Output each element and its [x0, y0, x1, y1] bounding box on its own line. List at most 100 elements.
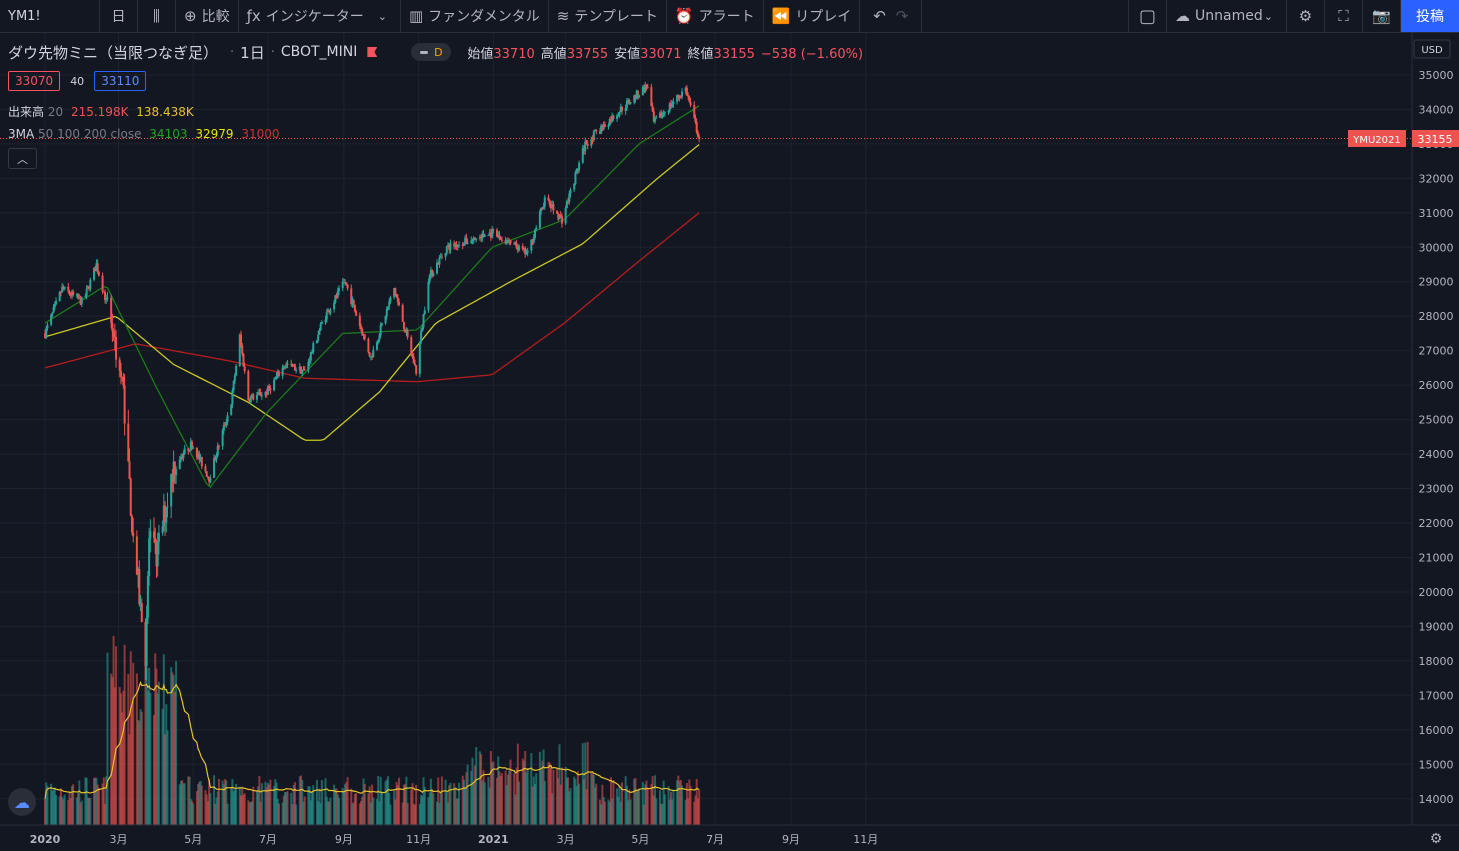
volume-bar [63, 794, 66, 825]
candle-body [93, 268, 95, 280]
candle-body [465, 237, 468, 244]
candle-body [291, 363, 294, 366]
price-tick: 25000 [1419, 414, 1454, 427]
candles-icon: ⫼ [153, 7, 160, 25]
candle-body [311, 352, 314, 354]
candle-body [590, 139, 593, 146]
mode-label: D [434, 45, 443, 59]
volume-bar [361, 796, 364, 825]
volume-bar [231, 779, 234, 825]
fundamentals-button[interactable]: ▥ ファンダメンタル [401, 0, 549, 32]
volume-bar [522, 760, 525, 825]
price-tick: 17000 [1419, 689, 1454, 702]
data-mode-pill[interactable]: D [411, 43, 452, 61]
volume-bar [46, 785, 49, 825]
candle-body [655, 117, 658, 119]
tradingview-logo-icon[interactable]: ☁ [8, 788, 36, 816]
volume-ma-path [44, 680, 700, 799]
candle-body [530, 239, 533, 251]
price-chart[interactable]: 14000 15000 16000 17000 18000 19000 20000 21000… [0, 33, 1459, 851]
price-tick: 27000 [1419, 345, 1454, 358]
volume-bar [96, 784, 99, 825]
chart-type-button[interactable]: ⫼ [138, 0, 176, 32]
candle-body [358, 315, 361, 326]
undo-icon[interactable]: ↶ [873, 7, 886, 25]
symbol-search[interactable]: YM1! [0, 0, 100, 32]
candle-body [341, 281, 344, 289]
collapse-legend-button[interactable]: ︿ [8, 148, 37, 169]
candle-body [388, 301, 391, 307]
candle-body [274, 378, 277, 380]
volume-bar [78, 780, 81, 825]
candle-body [155, 543, 158, 567]
candle-body [395, 294, 398, 298]
volume-bar [200, 785, 203, 825]
candle-body [687, 95, 690, 97]
candle-body [326, 309, 329, 312]
candle-body [432, 273, 435, 276]
fullscreen-layout-button[interactable]: ▢ [1129, 0, 1167, 32]
templates-button[interactable]: ≋ テンプレート [549, 0, 667, 32]
volume-bar [513, 773, 516, 825]
replay-button[interactable]: ⏪ リプレイ [764, 0, 861, 32]
volume-bar [464, 787, 467, 825]
candle-body [96, 263, 99, 272]
candle-body [204, 466, 207, 472]
ma-indicator-legend[interactable]: 3MA 50 100 200 close 34103 32979 31000 [8, 127, 280, 141]
volume-bar [351, 803, 354, 825]
volume-bar [429, 778, 432, 825]
candle-body [342, 281, 345, 283]
volume-label: 出来高 [8, 105, 45, 119]
candle-body [307, 361, 310, 371]
layout-menu[interactable]: ☁ Unnamed ⌄ [1167, 0, 1287, 32]
time-tick: 9月 [335, 833, 353, 846]
bid-button[interactable]: 33070 [8, 71, 61, 91]
volume-bar [284, 792, 287, 825]
snapshot-button[interactable]: 📷 [1363, 0, 1401, 32]
post-button[interactable]: 投稿 [1401, 0, 1459, 32]
candle-body [624, 108, 627, 112]
candle-body [672, 101, 675, 105]
volume-bar [584, 742, 587, 825]
compare-button[interactable]: ⊕ 比較 [176, 0, 239, 32]
volume-bar [695, 778, 698, 825]
currency-box[interactable] [1413, 39, 1451, 59]
scale-settings-icon[interactable]: ⚙ [1430, 831, 1443, 847]
volume-bar [318, 788, 321, 825]
volume-bar [101, 783, 104, 825]
candle-body [50, 314, 53, 325]
separator-dot: · [230, 44, 235, 60]
ask-button[interactable]: 33110 [94, 71, 147, 91]
volume-bar [574, 778, 577, 825]
candle-body [102, 291, 105, 293]
candle-body [372, 349, 375, 358]
redo-icon[interactable]: ↷ [895, 7, 909, 25]
candle-body [235, 365, 238, 376]
plus-circle-icon: ⊕ [184, 7, 197, 25]
volume-bar [576, 771, 579, 825]
expand-icon: ⛶ [1338, 7, 1349, 25]
candle-body [698, 137, 701, 139]
indicators-button[interactable]: ƒx インジケーター ⌄ [239, 0, 401, 32]
candle-body [629, 102, 632, 104]
candle-body [491, 229, 494, 238]
candle-body [215, 455, 218, 460]
time-scale-bg [0, 825, 1459, 851]
settings-button[interactable]: ⚙ [1287, 0, 1325, 32]
fullscreen-button[interactable]: ⛶ [1325, 0, 1363, 32]
volume-bar [266, 782, 269, 825]
volume-bar [172, 675, 175, 825]
interval-button[interactable]: 日 [100, 0, 138, 32]
candle-body [53, 304, 56, 308]
volume-bar [189, 799, 192, 825]
volume-bar [449, 782, 452, 825]
templates-label: テンプレート [574, 9, 658, 25]
post-label: 投稿 [1416, 9, 1444, 25]
volume-bar [260, 783, 263, 825]
alert-button[interactable]: ⏰ アラート [667, 0, 764, 32]
volume-bar [255, 790, 258, 825]
candle-body [164, 505, 167, 523]
volume-indicator-legend[interactable]: 出来高 20 215.198K 138.438K [8, 103, 194, 120]
volume-bar [620, 782, 623, 825]
candle-body [368, 352, 371, 357]
